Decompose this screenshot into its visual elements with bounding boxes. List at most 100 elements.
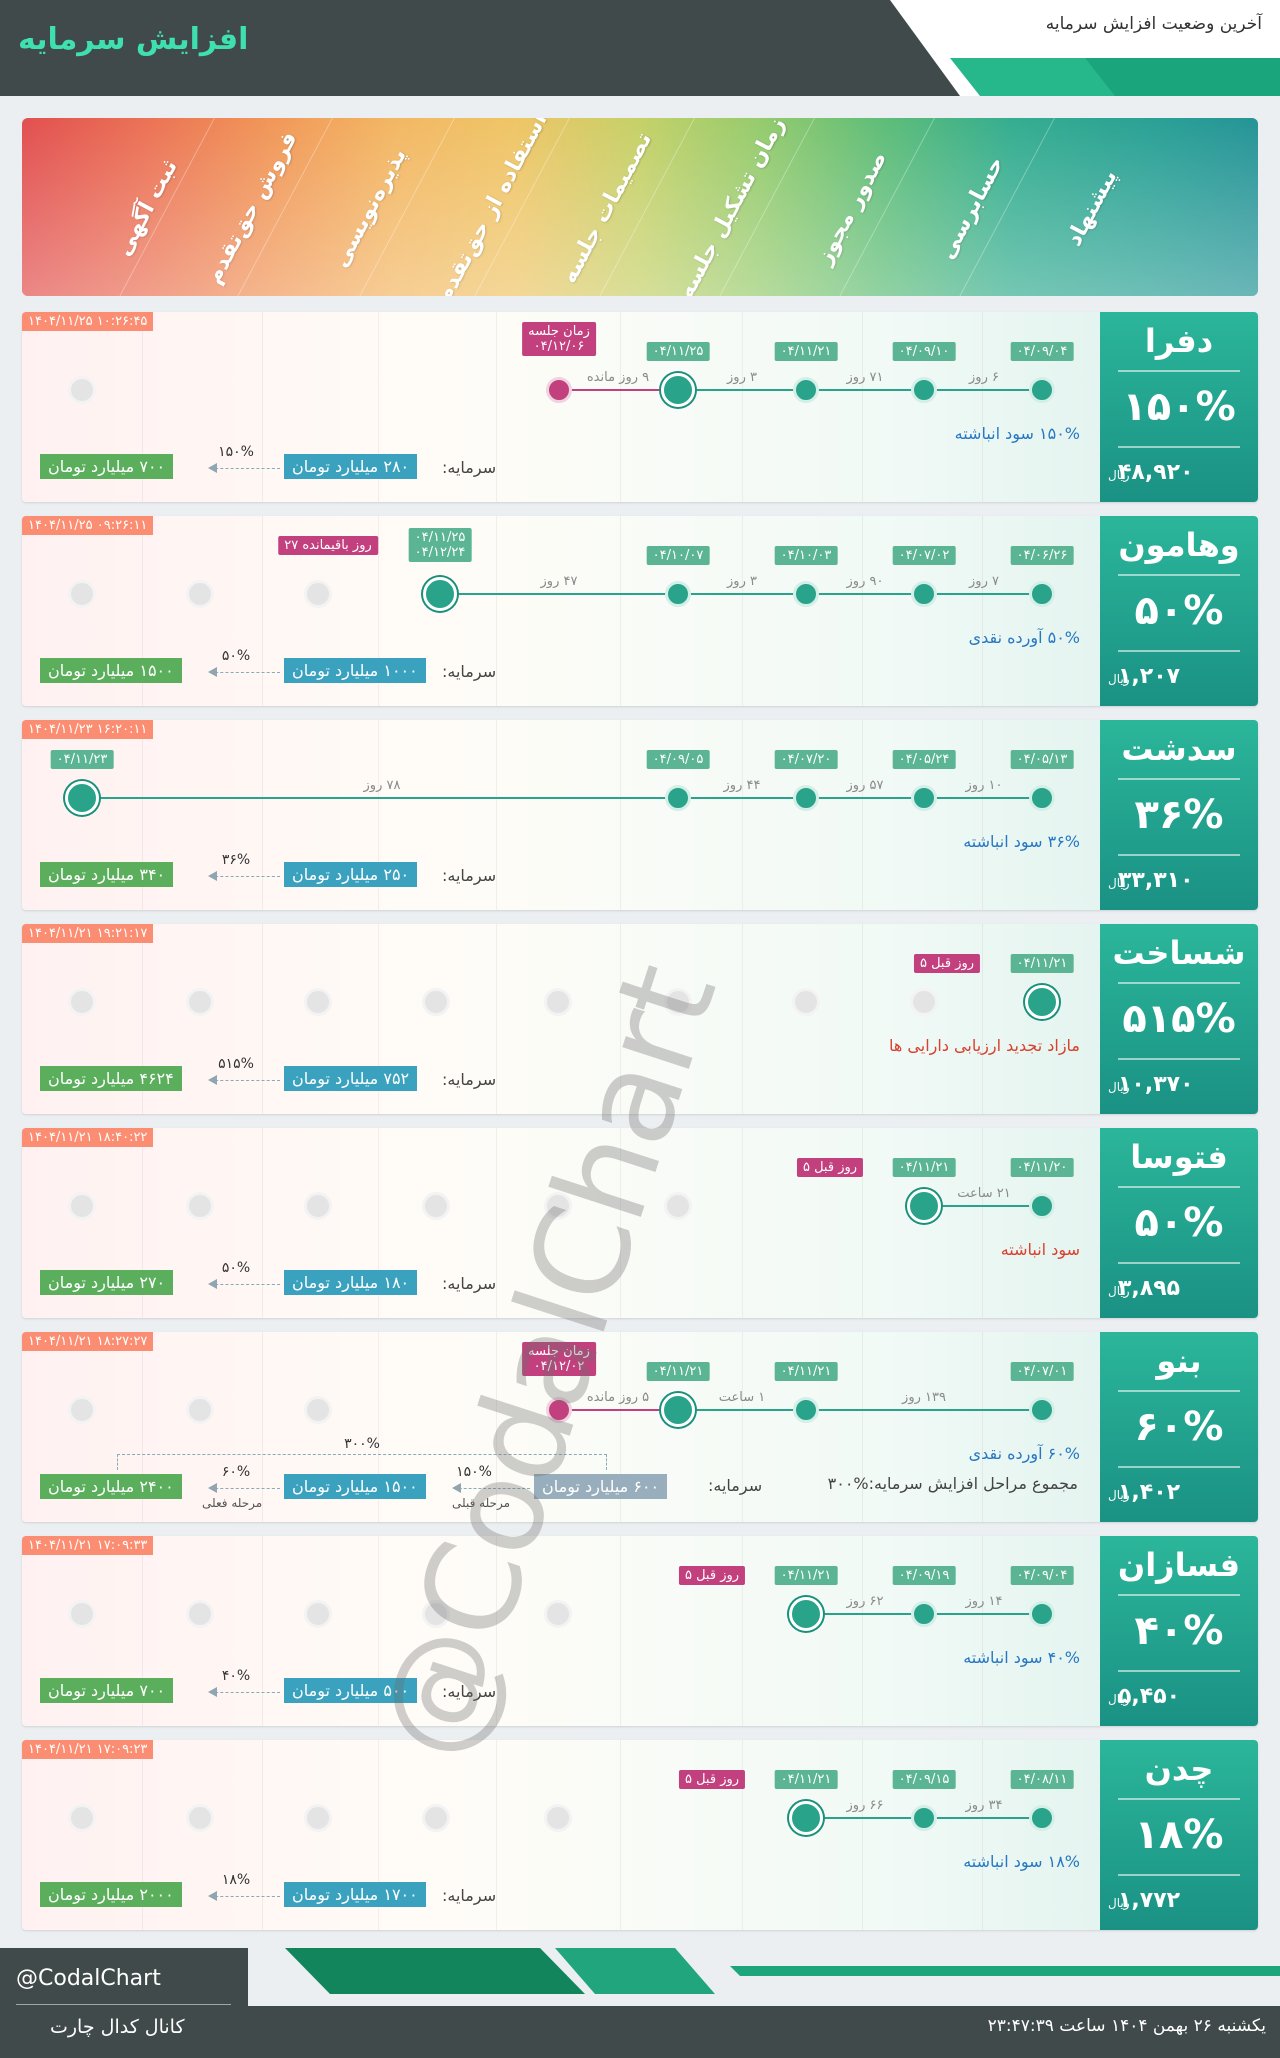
price-unit: ریال <box>1108 1896 1130 1910</box>
pending-dot <box>422 1600 450 1628</box>
increase-percent: ۵۰% <box>1134 588 1224 634</box>
stock-price: ۱,۴۰۲ <box>1118 1480 1181 1505</box>
meeting-label: زمان جلسه <box>528 1344 590 1359</box>
pending-dot <box>68 376 96 404</box>
stage-label: استفاده از حق‌تقدم <box>431 118 553 296</box>
timeline-dot <box>911 1805 937 1831</box>
stock-symbol: فسازان <box>1117 1546 1241 1584</box>
capital-percent: ۱۵۰% <box>218 444 254 460</box>
header: افزایش سرمایه آخرین وضعیت افزایش سرمایه <box>0 0 1280 96</box>
stock-symbol: فتوسا <box>1130 1138 1228 1176</box>
stock-card[interactable]: ۱۴۰۴/۱۱/۲۱ ۱۹:۲۱:۱۷ شساخت ۵۱۵% ۱۰,۳۷۰ ریال ۰۴… <box>22 924 1258 1114</box>
stock-summary[interactable]: وهامون ۵۰% ۱,۲۰۷ ریال <box>1100 516 1258 706</box>
capital-current: ۷۵۲ میلیارد تومان <box>284 1066 418 1091</box>
stage-label: پذیره‌نویسی <box>328 144 412 272</box>
gap-label: ۱۴ روز <box>965 1594 1003 1609</box>
capital-current: ۲۸۰ میلیارد تومان <box>284 454 418 479</box>
gap-label: ۱۰ روز <box>965 778 1003 793</box>
gap-label: ۳ روز <box>727 574 757 589</box>
footer-handle[interactable]: @CodalChart <box>16 1966 161 1991</box>
increase-description: ۱۸% سود انباشته <box>963 1852 1080 1871</box>
timeline-dot <box>661 1393 695 1427</box>
date-label: ۰۴/۱۱/۲۵ ۰۴/۱۲/۲۴ <box>408 528 472 562</box>
gap-label: ۹ روز مانده <box>586 370 650 385</box>
stock-price: ۱,۷۷۲ <box>1118 1888 1181 1913</box>
date-label: ۰۴/۰۹/۰۴ <box>1010 1566 1074 1585</box>
stock-summary[interactable]: شساخت ۵۱۵% ۱۰,۳۷۰ ریال <box>1100 924 1258 1114</box>
pending-dot <box>68 1396 96 1424</box>
gap-label: ۷۱ روز <box>846 370 884 385</box>
pending-dot <box>304 1192 332 1220</box>
stock-summary[interactable]: چدن ۱۸% ۱,۷۷۲ ریال <box>1100 1740 1258 1930</box>
date-label: ۵ روز قبل <box>678 1566 746 1585</box>
pending-dot <box>186 1600 214 1628</box>
stage-label: صدور مجوز <box>811 147 893 269</box>
date-label: ۰۴/۱۱/۲۱ <box>774 1362 838 1381</box>
capital-current: ۵۰۰ میلیارد تومان <box>284 1678 418 1703</box>
stock-card[interactable]: ۱۴۰۴/۱۱/۲۱ ۱۸:۲۷:۲۷ بنو ۶۰% ۱,۴۰۲ ریال ۰۴/۰۷/… <box>22 1332 1258 1522</box>
stock-price: ۱,۲۰۷ <box>1118 664 1181 689</box>
stock-summary[interactable]: سدشت ۳۶% ۳۳,۳۱۰ ریال <box>1100 720 1258 910</box>
capital-percent-previous: ۱۵۰% <box>456 1464 492 1480</box>
timeline-dot <box>1029 1805 1055 1831</box>
timestamp: ۱۴۰۴/۱۱/۲۵ ۱۰:۲۶:۴۵ <box>22 312 154 331</box>
stock-summary[interactable]: دفرا ۱۵۰% ۴۸,۹۲۰ ریال <box>1100 312 1258 502</box>
meeting-dot <box>546 377 572 403</box>
stock-price: ۵,۴۵۰ <box>1118 1684 1181 1709</box>
pending-dot <box>544 988 572 1016</box>
stock-card[interactable]: ۱۴۰۴/۱۱/۲۱ ۱۷:۰۹:۳۳ فسازان ۴۰% ۵,۴۵۰ ریال ۰۴/… <box>22 1536 1258 1726</box>
timeline-dot <box>1025 985 1059 1019</box>
gap-label: ۹۰ روز <box>846 574 884 589</box>
arrow <box>208 1687 280 1697</box>
stage-label: پیشنهاد <box>1061 165 1123 251</box>
pair-date: ۰۴/۱۲/۲۴ <box>414 545 466 560</box>
pending-dot <box>544 1804 572 1832</box>
gap-label: ۱۳۹ روز <box>902 1390 946 1405</box>
timeline-dot <box>1029 1193 1055 1219</box>
gap-label: ۲۱ ساعت <box>957 1186 1011 1201</box>
stock-price: ۴۸,۹۲۰ <box>1118 460 1194 485</box>
capital-current: ۲۵۰ میلیارد تومان <box>284 862 418 887</box>
timeline-dot <box>1029 1601 1055 1627</box>
price-unit: ریال <box>1108 1692 1130 1706</box>
increase-percent: ۳۶% <box>1134 792 1224 838</box>
stock-summary[interactable]: فتوسا ۵۰% ۳,۸۹۵ ریال <box>1100 1128 1258 1318</box>
pending-dot <box>186 988 214 1016</box>
stock-summary[interactable]: فسازان ۴۰% ۵,۴۵۰ ریال <box>1100 1536 1258 1726</box>
pending-dot <box>304 988 332 1016</box>
date-label: ۰۴/۱۰/۰۷ <box>646 546 710 565</box>
stock-symbol: شساخت <box>1112 934 1246 972</box>
arrow <box>208 1891 280 1901</box>
pending-dot <box>186 1804 214 1832</box>
increase-percent: ۱۸% <box>1134 1812 1224 1858</box>
pending-dot <box>186 580 214 608</box>
stock-card[interactable]: ۱۴۰۴/۱۱/۲۱ ۱۷:۰۹:۲۳ چدن ۱۸% ۱,۷۷۲ ریال ۰۴/۰۸/… <box>22 1740 1258 1930</box>
date-label: ۰۴/۱۱/۲۵ <box>646 342 710 361</box>
date-label: زمان جلسه ۰۴/۱۲/۰۲ <box>522 1342 596 1376</box>
stock-card[interactable]: ۱۴۰۴/۱۱/۲۵ ۰۹:۲۶:۱۱ وهامون ۵۰% ۱,۲۰۷ ریال ۰۴/… <box>22 516 1258 706</box>
date-label: ۰۴/۰۹/۰۴ <box>1010 342 1074 361</box>
gap-label: ۷۸ روز <box>363 778 401 793</box>
capital-current: ۱۰۰۰ میلیارد تومان <box>284 658 426 683</box>
arrow <box>208 1279 280 1289</box>
pending-dot <box>186 1192 214 1220</box>
date-label: ۰۴/۰۶/۲۶ <box>1010 546 1074 565</box>
increase-description: سود انباشته <box>1000 1240 1080 1259</box>
gap-label: ۴۴ روز <box>723 778 761 793</box>
stock-summary[interactable]: بنو ۶۰% ۱,۴۰۲ ریال <box>1100 1332 1258 1522</box>
page-title: افزایش سرمایه <box>18 22 249 57</box>
timeline-dot <box>793 1397 819 1423</box>
date-label: ۰۴/۱۱/۲۱ <box>1010 954 1074 973</box>
stock-card[interactable]: ۱۴۰۴/۱۱/۲۵ ۱۰:۲۶:۴۵ دفرا ۱۵۰% ۴۸,۹۲۰ ریال ۰۴/… <box>22 312 1258 502</box>
timeline-dot <box>911 581 937 607</box>
gap-label: ۱ ساعت <box>718 1390 766 1405</box>
capital-label: سرمایه: <box>442 1886 497 1905</box>
capital-current: ۱۷۰۰ میلیارد تومان <box>284 1882 426 1907</box>
date-label: ۰۴/۰۵/۱۳ <box>1010 750 1074 769</box>
date-label: ۰۴/۱۱/۲۱ <box>892 1158 956 1177</box>
increase-percent: ۵۰% <box>1134 1200 1224 1246</box>
stock-card[interactable]: ۱۴۰۴/۱۱/۲۳ ۱۶:۲۰:۱۱ سدشت ۳۶% ۳۳,۳۱۰ ریال ۰۴/۰… <box>22 720 1258 910</box>
stock-card[interactable]: ۱۴۰۴/۱۱/۲۱ ۱۸:۴۰:۲۲ فتوسا ۵۰% ۳,۸۹۵ ریال ۰۴/۱… <box>22 1128 1258 1318</box>
timeline-dot <box>65 781 99 815</box>
date-label: ۰۴/۱۱/۲۰ <box>1010 1158 1074 1177</box>
